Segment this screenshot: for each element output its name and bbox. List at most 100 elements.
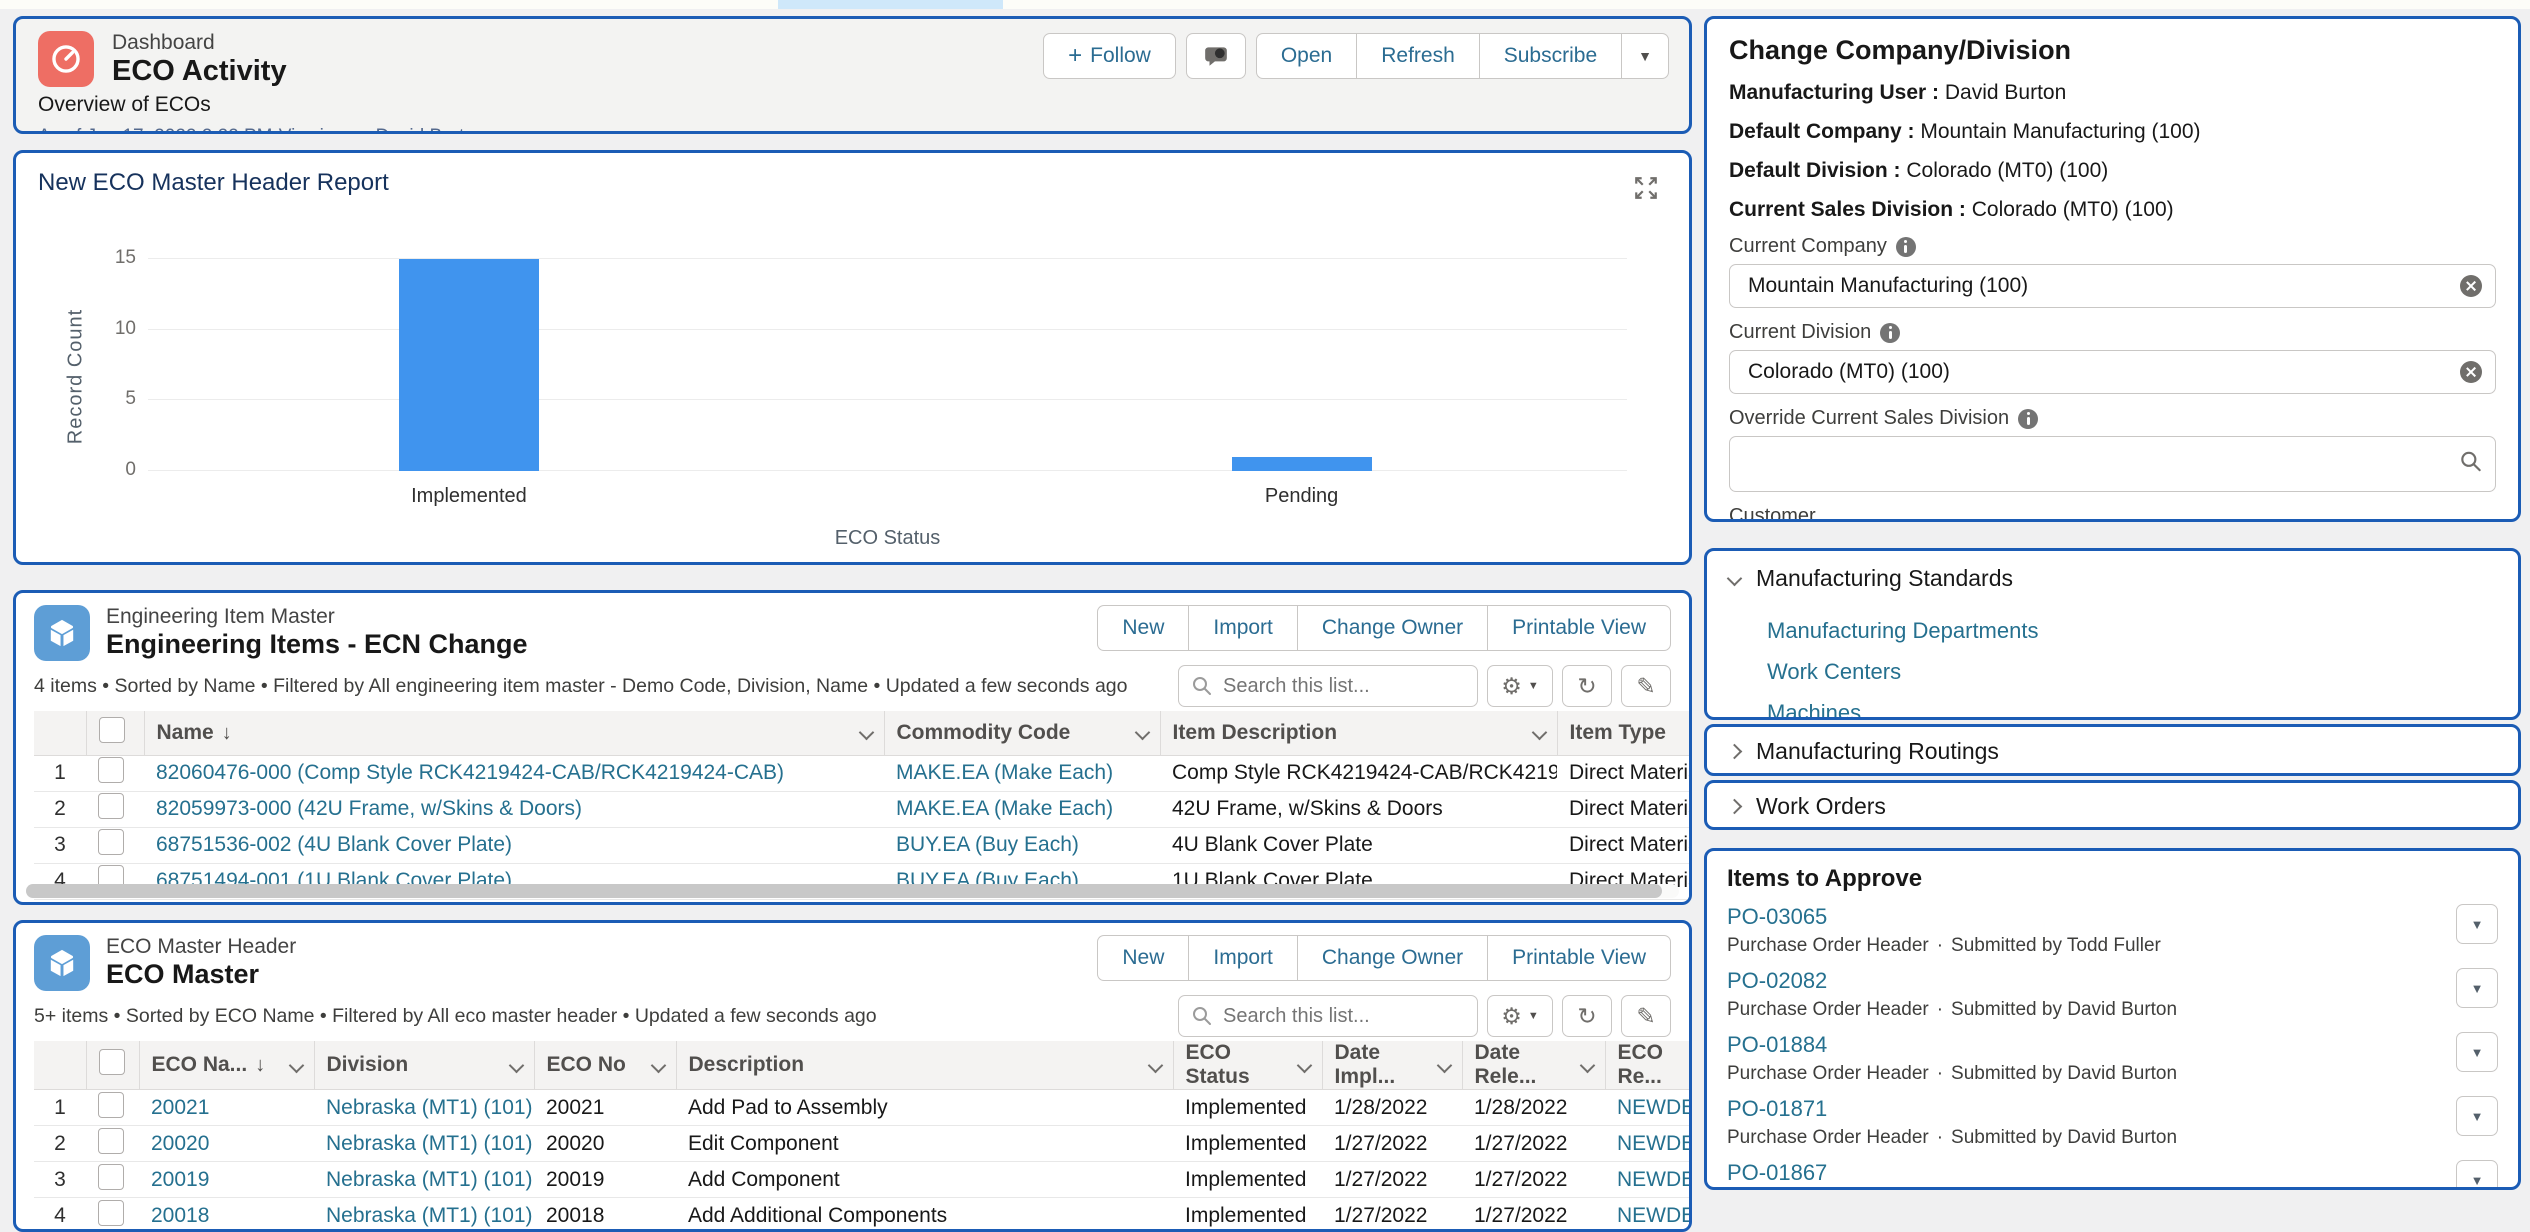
- division-link[interactable]: Nebraska (MT1) (101): [326, 1132, 533, 1155]
- clear-icon[interactable]: [2460, 275, 2482, 297]
- info-icon[interactable]: [2018, 409, 2038, 429]
- chevron-down-icon[interactable]: [1579, 1057, 1595, 1073]
- chevron-down-icon[interactable]: [508, 1057, 524, 1073]
- chevron-down-icon[interactable]: [1296, 1057, 1312, 1073]
- search-input[interactable]: [1178, 665, 1478, 707]
- more-actions-button[interactable]: ▼: [1621, 33, 1669, 79]
- refresh-list-button[interactable]: ↻: [1562, 665, 1612, 707]
- eco-reason-link[interactable]: NEWDEV: [1617, 1168, 1692, 1191]
- approval-record-link[interactable]: PO-03065: [1727, 904, 1827, 929]
- row-checkbox[interactable]: [86, 755, 144, 791]
- column-item-type[interactable]: Item Type: [1557, 711, 1692, 755]
- change-owner-button[interactable]: Change Owner: [1297, 935, 1487, 981]
- manufacturing-routings-toggle[interactable]: Manufacturing Routings: [1729, 738, 2496, 765]
- select-all-header[interactable]: [86, 711, 144, 755]
- select-all-header[interactable]: [86, 1041, 139, 1090]
- printable-view-button[interactable]: Printable View: [1487, 935, 1671, 981]
- import-button[interactable]: Import: [1188, 605, 1297, 651]
- info-icon[interactable]: [1896, 237, 1916, 257]
- chevron-down-icon[interactable]: [650, 1057, 666, 1073]
- machines-link[interactable]: Machines: [1767, 700, 2496, 720]
- row-checkbox[interactable]: [86, 827, 144, 863]
- eco-reason-link[interactable]: NEWDEV: [1617, 1132, 1692, 1155]
- work-orders-toggle[interactable]: Work Orders: [1729, 793, 2496, 820]
- eco-link[interactable]: 20018: [151, 1204, 209, 1227]
- column-eco-status[interactable]: ECO Status: [1173, 1041, 1322, 1090]
- column-eco-no[interactable]: ECO No: [534, 1041, 676, 1090]
- approval-actions-button[interactable]: ▼: [2456, 968, 2498, 1008]
- chevron-down-icon[interactable]: [1147, 1057, 1163, 1073]
- search-input[interactable]: [1178, 995, 1478, 1037]
- row-checkbox[interactable]: [86, 1090, 139, 1126]
- info-icon[interactable]: [1880, 323, 1900, 343]
- approval-record-link[interactable]: PO-01867: [1727, 1160, 1827, 1185]
- chevron-down-icon[interactable]: [1134, 725, 1150, 741]
- column-name[interactable]: Name↓: [144, 711, 884, 755]
- column-date-released[interactable]: Date Rele...: [1462, 1041, 1605, 1090]
- column-division[interactable]: Division: [314, 1041, 534, 1090]
- row-checkbox[interactable]: [86, 1198, 139, 1232]
- approval-record-link[interactable]: PO-01884: [1727, 1032, 1827, 1057]
- chevron-down-icon[interactable]: [1531, 725, 1547, 741]
- division-link[interactable]: Nebraska (MT1) (101): [326, 1096, 533, 1119]
- new-button[interactable]: New: [1097, 605, 1188, 651]
- subscribe-button[interactable]: Subscribe: [1479, 33, 1621, 79]
- eco-link[interactable]: 20021: [151, 1096, 209, 1119]
- expand-chart-button[interactable]: [1629, 171, 1663, 205]
- commodity-link[interactable]: MAKE.EA (Make Each): [896, 797, 1113, 820]
- item-link[interactable]: 68751536-002 (4U Blank Cover Plate): [156, 833, 512, 856]
- division-link[interactable]: Nebraska (MT1) (101): [326, 1204, 533, 1227]
- horizontal-scrollbar[interactable]: [26, 884, 1679, 898]
- bar-pending[interactable]: [1232, 457, 1372, 471]
- commodity-link[interactable]: MAKE.EA (Make Each): [896, 761, 1113, 784]
- approval-record-link[interactable]: PO-01871: [1727, 1096, 1827, 1121]
- eco-reason-link[interactable]: NEWDEV: [1617, 1204, 1692, 1227]
- current-division-input[interactable]: [1729, 350, 2496, 394]
- manufacturing-standards-toggle[interactable]: Manufacturing Standards: [1729, 565, 2496, 592]
- feed-button[interactable]: [1186, 33, 1246, 79]
- row-checkbox[interactable]: [86, 791, 144, 827]
- row-checkbox[interactable]: [86, 1162, 139, 1198]
- column-item-description[interactable]: Item Description: [1160, 711, 1557, 755]
- bar-implemented[interactable]: [399, 259, 539, 471]
- eco-link[interactable]: 20020: [151, 1132, 209, 1155]
- column-eco-reason[interactable]: ECO Re...: [1605, 1041, 1692, 1090]
- edit-list-button[interactable]: ✎: [1621, 665, 1671, 707]
- column-commodity-code[interactable]: Commodity Code: [884, 711, 1160, 755]
- division-link[interactable]: Nebraska (MT1) (101): [326, 1168, 533, 1191]
- list-settings-button[interactable]: ⚙ ▼: [1487, 995, 1553, 1037]
- approval-actions-button[interactable]: ▼: [2456, 1096, 2498, 1136]
- follow-button[interactable]: + Follow: [1043, 33, 1176, 79]
- list-settings-button[interactable]: ⚙ ▼: [1487, 665, 1553, 707]
- column-description[interactable]: Description: [676, 1041, 1173, 1090]
- clear-icon[interactable]: [2460, 361, 2482, 383]
- commodity-link[interactable]: BUY.EA (Buy Each): [896, 833, 1079, 856]
- column-eco-name[interactable]: ECO Na...↓: [139, 1041, 314, 1090]
- item-link[interactable]: 82059973-000 (42U Frame, w/Skins & Doors…: [156, 797, 582, 820]
- new-button[interactable]: New: [1097, 935, 1188, 981]
- search-icon[interactable]: [2458, 449, 2484, 475]
- item-link[interactable]: 82060476-000 (Comp Style RCK4219424-CAB/…: [156, 761, 784, 784]
- eco-reason-link[interactable]: NEWDEV: [1617, 1096, 1692, 1119]
- chevron-down-icon[interactable]: [858, 725, 874, 741]
- chevron-down-icon[interactable]: [1436, 1057, 1452, 1073]
- work-centers-link[interactable]: Work Centers: [1767, 659, 2496, 685]
- open-button[interactable]: Open: [1256, 33, 1356, 79]
- edit-list-button[interactable]: ✎: [1621, 995, 1671, 1037]
- change-owner-button[interactable]: Change Owner: [1297, 605, 1487, 651]
- printable-view-button[interactable]: Printable View: [1487, 605, 1671, 651]
- approval-actions-button[interactable]: ▼: [2456, 904, 2498, 944]
- eco-link[interactable]: 20019: [151, 1168, 209, 1191]
- override-sales-division-input[interactable]: [1729, 436, 2496, 492]
- row-checkbox[interactable]: [86, 1126, 139, 1162]
- manufacturing-departments-link[interactable]: Manufacturing Departments: [1767, 618, 2496, 644]
- import-button[interactable]: Import: [1188, 935, 1297, 981]
- column-date-implemented[interactable]: Date Impl...: [1322, 1041, 1462, 1090]
- approval-actions-button[interactable]: ▼: [2456, 1160, 2498, 1190]
- approval-actions-button[interactable]: ▼: [2456, 1032, 2498, 1072]
- chevron-down-icon[interactable]: [288, 1057, 304, 1073]
- current-company-input[interactable]: [1729, 264, 2496, 308]
- refresh-list-button[interactable]: ↻: [1562, 995, 1612, 1037]
- refresh-button[interactable]: Refresh: [1356, 33, 1479, 79]
- approval-record-link[interactable]: PO-02082: [1727, 968, 1827, 993]
